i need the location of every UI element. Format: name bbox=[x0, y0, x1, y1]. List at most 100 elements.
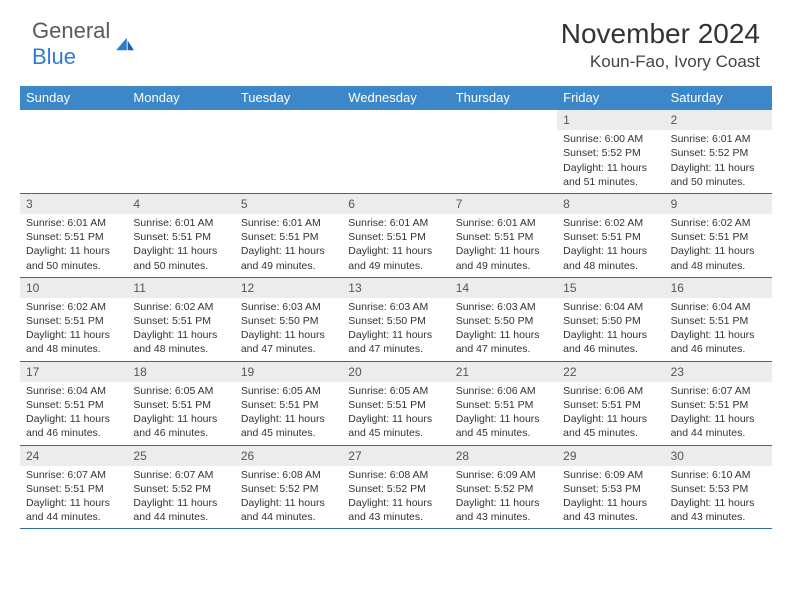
sunset-line: Sunset: 5:51 PM bbox=[26, 398, 121, 412]
sunset-line: Sunset: 5:51 PM bbox=[671, 314, 766, 328]
sunrise-line: Sunrise: 6:04 AM bbox=[671, 300, 766, 314]
sunrise-line: Sunrise: 6:09 AM bbox=[563, 468, 658, 482]
day-details: Sunrise: 6:07 AMSunset: 5:51 PMDaylight:… bbox=[20, 468, 127, 529]
daylight-line: and 48 minutes. bbox=[133, 342, 228, 356]
day-number: 11 bbox=[127, 278, 234, 298]
title-block: November 2024 Koun-Fao, Ivory Coast bbox=[561, 18, 760, 72]
daylight-line: and 45 minutes. bbox=[456, 426, 551, 440]
daylight-line: Daylight: 11 hours bbox=[133, 412, 228, 426]
sunrise-line: Sunrise: 6:07 AM bbox=[671, 384, 766, 398]
day-details: Sunrise: 6:08 AMSunset: 5:52 PMDaylight:… bbox=[342, 468, 449, 529]
calendar: SundayMondayTuesdayWednesdayThursdayFrid… bbox=[20, 86, 772, 529]
day-number: 1 bbox=[557, 110, 664, 130]
day-details: Sunrise: 6:04 AMSunset: 5:50 PMDaylight:… bbox=[557, 300, 664, 361]
daylight-line: and 45 minutes. bbox=[348, 426, 443, 440]
daylight-line: Daylight: 11 hours bbox=[456, 412, 551, 426]
sunset-line: Sunset: 5:50 PM bbox=[563, 314, 658, 328]
daylight-line: and 43 minutes. bbox=[671, 510, 766, 524]
sunrise-line: Sunrise: 6:03 AM bbox=[348, 300, 443, 314]
day-number: 18 bbox=[127, 362, 234, 382]
day-number: 13 bbox=[342, 278, 449, 298]
day-number: 6 bbox=[342, 194, 449, 214]
daylight-line: Daylight: 11 hours bbox=[671, 161, 766, 175]
day-number: 20 bbox=[342, 362, 449, 382]
sunset-line: Sunset: 5:52 PM bbox=[348, 482, 443, 496]
calendar-day: 17Sunrise: 6:04 AMSunset: 5:51 PMDayligh… bbox=[20, 362, 127, 445]
brand-word2: Blue bbox=[32, 44, 76, 69]
calendar-empty bbox=[20, 110, 127, 193]
day-details: Sunrise: 6:09 AMSunset: 5:53 PMDaylight:… bbox=[557, 468, 664, 529]
page-header: General Blue November 2024 Koun-Fao, Ivo… bbox=[0, 0, 792, 80]
location-subtitle: Koun-Fao, Ivory Coast bbox=[561, 52, 760, 72]
day-number: 29 bbox=[557, 446, 664, 466]
daylight-line: and 46 minutes. bbox=[671, 342, 766, 356]
sunrise-line: Sunrise: 6:05 AM bbox=[133, 384, 228, 398]
calendar-day: 10Sunrise: 6:02 AMSunset: 5:51 PMDayligh… bbox=[20, 278, 127, 361]
sunrise-line: Sunrise: 6:01 AM bbox=[456, 216, 551, 230]
sunset-line: Sunset: 5:51 PM bbox=[671, 398, 766, 412]
daylight-line: and 47 minutes. bbox=[456, 342, 551, 356]
sail-icon bbox=[114, 36, 136, 52]
daylight-line: Daylight: 11 hours bbox=[133, 496, 228, 510]
daylight-line: Daylight: 11 hours bbox=[348, 328, 443, 342]
sunset-line: Sunset: 5:51 PM bbox=[26, 314, 121, 328]
calendar-day: 2Sunrise: 6:01 AMSunset: 5:52 PMDaylight… bbox=[665, 110, 772, 193]
day-details: Sunrise: 6:04 AMSunset: 5:51 PMDaylight:… bbox=[665, 300, 772, 361]
sunrise-line: Sunrise: 6:01 AM bbox=[671, 132, 766, 146]
calendar-day: 13Sunrise: 6:03 AMSunset: 5:50 PMDayligh… bbox=[342, 278, 449, 361]
calendar-day: 16Sunrise: 6:04 AMSunset: 5:51 PMDayligh… bbox=[665, 278, 772, 361]
sunset-line: Sunset: 5:53 PM bbox=[563, 482, 658, 496]
daylight-line: and 44 minutes. bbox=[241, 510, 336, 524]
sunset-line: Sunset: 5:52 PM bbox=[241, 482, 336, 496]
sunset-line: Sunset: 5:51 PM bbox=[348, 398, 443, 412]
day-number: 12 bbox=[235, 278, 342, 298]
day-number: 25 bbox=[127, 446, 234, 466]
sunrise-line: Sunrise: 6:09 AM bbox=[456, 468, 551, 482]
sunset-line: Sunset: 5:52 PM bbox=[671, 146, 766, 160]
day-details: Sunrise: 6:06 AMSunset: 5:51 PMDaylight:… bbox=[450, 384, 557, 445]
calendar-week: 3Sunrise: 6:01 AMSunset: 5:51 PMDaylight… bbox=[20, 194, 772, 278]
daylight-line: Daylight: 11 hours bbox=[241, 496, 336, 510]
weekday-header-row: SundayMondayTuesdayWednesdayThursdayFrid… bbox=[20, 86, 772, 110]
daylight-line: and 50 minutes. bbox=[133, 259, 228, 273]
calendar-day: 11Sunrise: 6:02 AMSunset: 5:51 PMDayligh… bbox=[127, 278, 234, 361]
calendar-day: 20Sunrise: 6:05 AMSunset: 5:51 PMDayligh… bbox=[342, 362, 449, 445]
brand-text: General Blue bbox=[32, 18, 110, 70]
daylight-line: Daylight: 11 hours bbox=[241, 328, 336, 342]
daylight-line: and 48 minutes. bbox=[26, 342, 121, 356]
daylight-line: and 44 minutes. bbox=[671, 426, 766, 440]
daylight-line: Daylight: 11 hours bbox=[26, 328, 121, 342]
calendar-week: 1Sunrise: 6:00 AMSunset: 5:52 PMDaylight… bbox=[20, 110, 772, 194]
sunset-line: Sunset: 5:51 PM bbox=[241, 398, 336, 412]
calendar-week: 24Sunrise: 6:07 AMSunset: 5:51 PMDayligh… bbox=[20, 446, 772, 530]
calendar-day: 24Sunrise: 6:07 AMSunset: 5:51 PMDayligh… bbox=[20, 446, 127, 529]
day-number: 14 bbox=[450, 278, 557, 298]
sunrise-line: Sunrise: 6:04 AM bbox=[563, 300, 658, 314]
sunset-line: Sunset: 5:53 PM bbox=[671, 482, 766, 496]
sunset-line: Sunset: 5:51 PM bbox=[133, 230, 228, 244]
calendar-day: 29Sunrise: 6:09 AMSunset: 5:53 PMDayligh… bbox=[557, 446, 664, 529]
day-number: 30 bbox=[665, 446, 772, 466]
weekday-header: Friday bbox=[557, 86, 664, 110]
daylight-line: and 49 minutes. bbox=[241, 259, 336, 273]
sunset-line: Sunset: 5:51 PM bbox=[456, 398, 551, 412]
weekday-header: Tuesday bbox=[235, 86, 342, 110]
daylight-line: and 47 minutes. bbox=[348, 342, 443, 356]
weekday-header: Monday bbox=[127, 86, 234, 110]
calendar-day: 3Sunrise: 6:01 AMSunset: 5:51 PMDaylight… bbox=[20, 194, 127, 277]
sunrise-line: Sunrise: 6:08 AM bbox=[241, 468, 336, 482]
daylight-line: and 48 minutes. bbox=[671, 259, 766, 273]
day-details: Sunrise: 6:02 AMSunset: 5:51 PMDaylight:… bbox=[127, 300, 234, 361]
daylight-line: and 48 minutes. bbox=[563, 259, 658, 273]
sunrise-line: Sunrise: 6:02 AM bbox=[563, 216, 658, 230]
daylight-line: Daylight: 11 hours bbox=[348, 496, 443, 510]
daylight-line: Daylight: 11 hours bbox=[671, 412, 766, 426]
daylight-line: Daylight: 11 hours bbox=[241, 412, 336, 426]
sunrise-line: Sunrise: 6:06 AM bbox=[456, 384, 551, 398]
sunrise-line: Sunrise: 6:01 AM bbox=[133, 216, 228, 230]
daylight-line: Daylight: 11 hours bbox=[26, 412, 121, 426]
calendar-day: 9Sunrise: 6:02 AMSunset: 5:51 PMDaylight… bbox=[665, 194, 772, 277]
daylight-line: and 44 minutes. bbox=[26, 510, 121, 524]
daylight-line: Daylight: 11 hours bbox=[348, 412, 443, 426]
daylight-line: and 51 minutes. bbox=[563, 175, 658, 189]
